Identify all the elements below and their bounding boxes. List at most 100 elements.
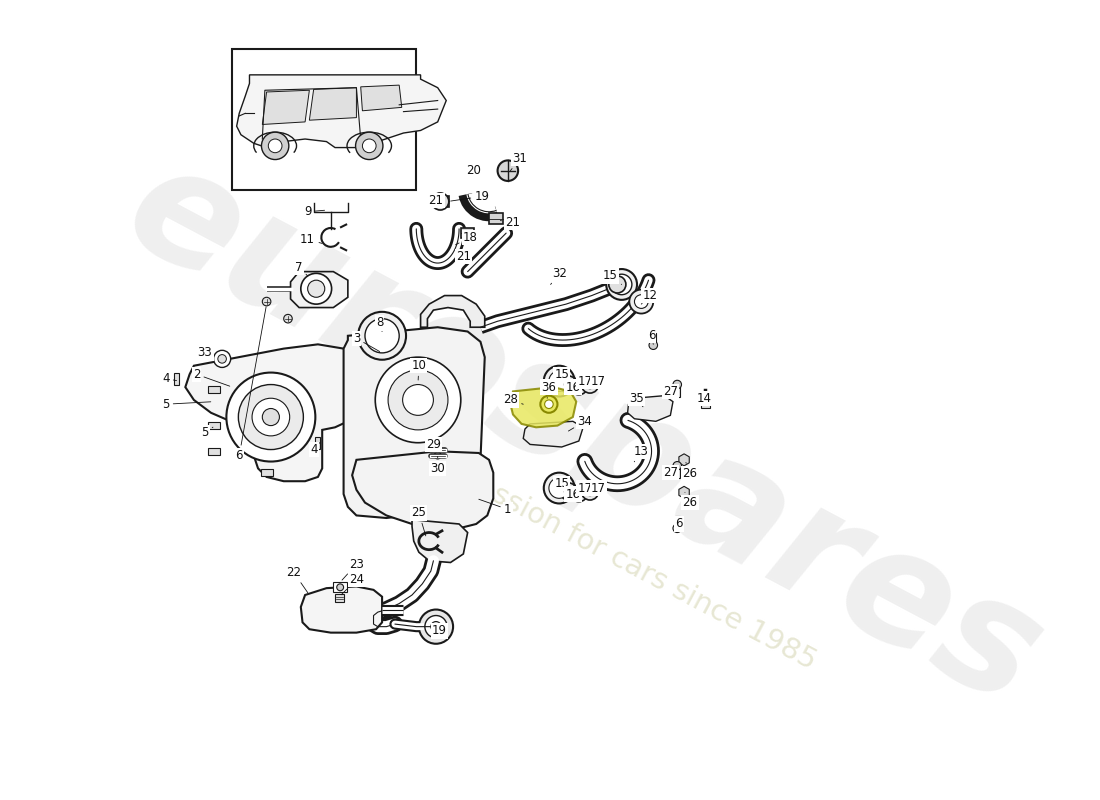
Text: 35: 35 [629, 392, 644, 406]
Circle shape [544, 400, 553, 409]
Text: 6: 6 [675, 518, 683, 530]
Text: 31: 31 [510, 152, 527, 170]
Polygon shape [316, 437, 320, 449]
Text: 6: 6 [235, 307, 266, 462]
Text: 1: 1 [478, 499, 512, 516]
Text: 25: 25 [411, 506, 427, 536]
Circle shape [560, 376, 578, 393]
Text: 3: 3 [353, 332, 380, 351]
Circle shape [582, 483, 598, 500]
Circle shape [649, 341, 658, 350]
Circle shape [629, 290, 653, 314]
Circle shape [543, 473, 574, 503]
Text: 32: 32 [551, 267, 566, 285]
Text: 13: 13 [634, 445, 649, 462]
Text: 27: 27 [663, 385, 678, 398]
Polygon shape [208, 386, 220, 393]
Polygon shape [524, 422, 583, 447]
Text: 6: 6 [648, 330, 656, 344]
Text: 30: 30 [430, 457, 446, 475]
Circle shape [574, 489, 583, 498]
Bar [436, 196, 449, 206]
Circle shape [574, 382, 583, 390]
Polygon shape [300, 586, 382, 633]
Circle shape [606, 269, 637, 300]
Polygon shape [343, 327, 485, 518]
Text: 10: 10 [411, 359, 427, 380]
Polygon shape [336, 594, 343, 602]
Text: 11: 11 [300, 233, 322, 246]
Circle shape [268, 139, 282, 153]
Circle shape [362, 139, 376, 153]
Text: 29: 29 [426, 438, 441, 451]
Circle shape [359, 312, 406, 360]
Text: 21: 21 [455, 250, 471, 262]
Circle shape [284, 314, 293, 323]
Circle shape [570, 378, 587, 395]
Circle shape [375, 357, 461, 442]
Circle shape [564, 487, 573, 496]
Polygon shape [262, 90, 309, 125]
Circle shape [308, 280, 324, 298]
Text: 7: 7 [296, 261, 308, 276]
Circle shape [560, 483, 578, 500]
Polygon shape [674, 467, 680, 478]
Circle shape [262, 132, 289, 159]
Circle shape [431, 193, 449, 210]
Text: 15: 15 [554, 368, 569, 381]
Circle shape [497, 161, 518, 181]
Text: 18: 18 [455, 231, 477, 245]
Polygon shape [679, 454, 690, 466]
Circle shape [262, 298, 271, 306]
Bar [333, 582, 346, 593]
Circle shape [337, 584, 343, 590]
Polygon shape [262, 470, 274, 476]
Circle shape [425, 615, 447, 638]
Polygon shape [420, 295, 485, 327]
Text: 17: 17 [591, 482, 606, 494]
Circle shape [635, 294, 648, 309]
Bar [490, 214, 503, 224]
Circle shape [239, 385, 304, 450]
Circle shape [355, 132, 383, 159]
Circle shape [434, 452, 441, 459]
Circle shape [213, 350, 231, 367]
Circle shape [262, 409, 279, 426]
Text: 16: 16 [565, 381, 581, 394]
Circle shape [673, 380, 682, 389]
Circle shape [227, 373, 316, 462]
Text: 21: 21 [500, 215, 520, 229]
Text: 22: 22 [286, 566, 308, 593]
Circle shape [612, 274, 631, 294]
Text: 16: 16 [565, 487, 581, 501]
Polygon shape [679, 486, 690, 498]
Circle shape [365, 318, 399, 353]
Polygon shape [290, 272, 348, 307]
Text: 26: 26 [683, 492, 697, 509]
Text: 15: 15 [554, 478, 569, 490]
Circle shape [570, 485, 587, 502]
Polygon shape [510, 387, 576, 427]
Circle shape [540, 396, 558, 413]
Polygon shape [208, 448, 220, 454]
Text: 34: 34 [569, 415, 592, 431]
Circle shape [549, 371, 570, 391]
Text: 21: 21 [429, 194, 443, 207]
Circle shape [564, 380, 573, 389]
Text: 33: 33 [198, 346, 212, 359]
Text: 15: 15 [603, 270, 622, 285]
Text: 17: 17 [578, 374, 592, 388]
Text: 2: 2 [192, 368, 230, 386]
Circle shape [585, 487, 594, 496]
Text: 17: 17 [578, 482, 592, 494]
Polygon shape [674, 516, 680, 526]
Polygon shape [185, 344, 356, 482]
Polygon shape [236, 75, 447, 147]
Text: 20: 20 [466, 164, 481, 177]
Circle shape [252, 398, 289, 436]
Text: 5: 5 [162, 398, 211, 410]
Circle shape [543, 366, 574, 397]
Text: 19: 19 [451, 190, 490, 203]
Circle shape [436, 197, 444, 206]
Polygon shape [628, 396, 673, 422]
